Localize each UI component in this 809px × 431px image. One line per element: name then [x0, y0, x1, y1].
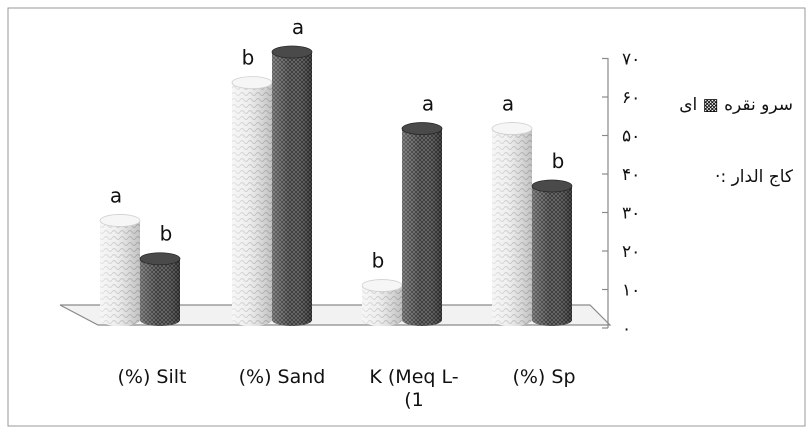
bar-1-3 — [491, 122, 533, 326]
significance-letter: b — [372, 249, 385, 273]
significance-letter: a — [502, 92, 514, 116]
y-tick-label: ٣٠ — [622, 204, 640, 224]
bar-2-3 — [531, 179, 573, 326]
significance-letter: a — [422, 92, 434, 116]
y-tick-label: ٠ — [622, 319, 631, 339]
bar-2-0 — [139, 252, 181, 326]
y-tick-label: ٢٠ — [622, 242, 640, 262]
significance-letter: a — [110, 183, 122, 207]
bar-1-2 — [361, 279, 403, 326]
significance-letter: a — [292, 15, 304, 39]
category-label-sand: (%) Sand — [238, 366, 326, 388]
y-tick-label: ۶٠ — [622, 88, 640, 108]
significance-letter: b — [552, 149, 565, 173]
significance-letter: b — [242, 46, 255, 70]
bar-1-0 — [99, 214, 141, 326]
bar-2-2 — [401, 122, 443, 326]
bars-group: a b b a b a a b — [99, 15, 573, 326]
y-axis-ticks: ٠ ١٠ ٢٠ ٣٠ ۴٠ ۵٠ ۶٠ ٧٠ — [602, 50, 640, 339]
y-tick-label: ۴٠ — [622, 165, 640, 185]
bar-1-1 — [231, 76, 273, 326]
category-label-k: K (Meq L- (1 — [369, 366, 459, 411]
category-label-sp: (%) Sp — [512, 366, 576, 388]
chart-border — [7, 7, 806, 427]
y-tick-label: ٧٠ — [622, 50, 640, 70]
significance-letter: b — [160, 222, 173, 246]
legend-series-1: سرو نقره ▩ ای — [679, 95, 793, 115]
y-tick-label: ۵٠ — [622, 127, 640, 147]
bar-2-1 — [271, 45, 313, 326]
category-label-silt: (%) Silt — [117, 366, 187, 388]
legend-series-2: کاج الدار :· — [715, 167, 793, 187]
y-tick-label: ١٠ — [622, 281, 640, 301]
